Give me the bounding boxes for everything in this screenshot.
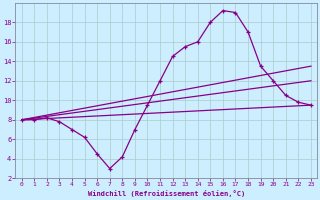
X-axis label: Windchill (Refroidissement éolien,°C): Windchill (Refroidissement éolien,°C): [88, 190, 245, 197]
